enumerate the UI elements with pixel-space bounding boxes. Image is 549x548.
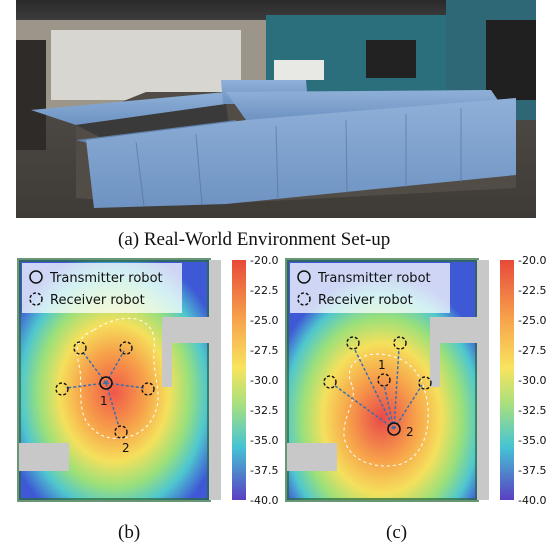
obstacle bbox=[287, 443, 337, 471]
colorbar-tick: -37.5 bbox=[518, 464, 546, 477]
colorbar-tick: -25.0 bbox=[250, 314, 278, 327]
legend-box bbox=[290, 263, 450, 313]
obstacle bbox=[19, 443, 69, 471]
colorbar-tick: -37.5 bbox=[250, 464, 278, 477]
legend-transmitter: Transmitter robot bbox=[49, 271, 163, 286]
colorbar-tick: -22.5 bbox=[250, 284, 278, 297]
colorbar bbox=[500, 260, 514, 500]
receiver-icon bbox=[29, 292, 43, 306]
colorbar-tick: -20.0 bbox=[250, 255, 278, 267]
heatmap-panel-c: Transmitter robot Receiver robot 1 2 -20… bbox=[285, 255, 546, 507]
node-label: 1 bbox=[100, 394, 108, 408]
colorbar-tick: -40.0 bbox=[518, 494, 546, 507]
colorbar-ticks: -20.0 -22.5 -25.0 -27.5 -30.0 -32.5 -35.… bbox=[250, 255, 278, 507]
colorbar-tick: -20.0 bbox=[518, 255, 546, 267]
receiver-robots bbox=[323, 336, 432, 390]
transmitter-robot bbox=[387, 422, 401, 436]
colorbar-tick: -22.5 bbox=[518, 284, 546, 297]
colorbar-tick: -35.0 bbox=[250, 434, 278, 447]
colorbar-tick: -35.0 bbox=[518, 434, 546, 447]
heatmap-panel-b: Transmitter robot Receiver robot 1 2 -20… bbox=[17, 255, 278, 507]
transmitter-robot bbox=[99, 376, 113, 390]
colorbar-tick: -30.0 bbox=[250, 374, 278, 387]
legend-box bbox=[22, 263, 182, 313]
caption-c: (c) bbox=[386, 522, 408, 543]
legend-transmitter: Transmitter robot bbox=[317, 271, 431, 286]
contour-line bbox=[343, 353, 429, 467]
colorbar-tick: -32.5 bbox=[250, 404, 278, 417]
node-label: 2 bbox=[406, 425, 414, 439]
colorbar-tick: -27.5 bbox=[250, 344, 278, 357]
node-label: 1 bbox=[378, 358, 386, 372]
caption-a: (a) Real-World Environment Set-up bbox=[118, 229, 391, 250]
colorbar-tick: -27.5 bbox=[518, 344, 546, 357]
link-arrows bbox=[333, 347, 423, 430]
transmitter-icon bbox=[297, 270, 311, 284]
caption-b: (b) bbox=[118, 522, 141, 543]
colorbar-tick: -25.0 bbox=[518, 314, 546, 327]
colorbar bbox=[232, 260, 246, 500]
environment-photo bbox=[16, 0, 536, 218]
contour-line bbox=[76, 317, 159, 439]
colorbar-tick: -40.0 bbox=[250, 494, 278, 507]
legend-receiver: Receiver robot bbox=[318, 293, 413, 308]
transmitter-icon bbox=[29, 270, 43, 284]
node-label: 2 bbox=[122, 441, 130, 455]
receiver-robots bbox=[55, 341, 155, 439]
colorbar-ticks: -20.0 -22.5 -25.0 -27.5 -30.0 -32.5 -35.… bbox=[518, 255, 546, 507]
colorbar-tick: -32.5 bbox=[518, 404, 546, 417]
legend-receiver: Receiver robot bbox=[50, 293, 145, 308]
colorbar-tick: -30.0 bbox=[518, 374, 546, 387]
receiver-icon bbox=[297, 292, 311, 306]
